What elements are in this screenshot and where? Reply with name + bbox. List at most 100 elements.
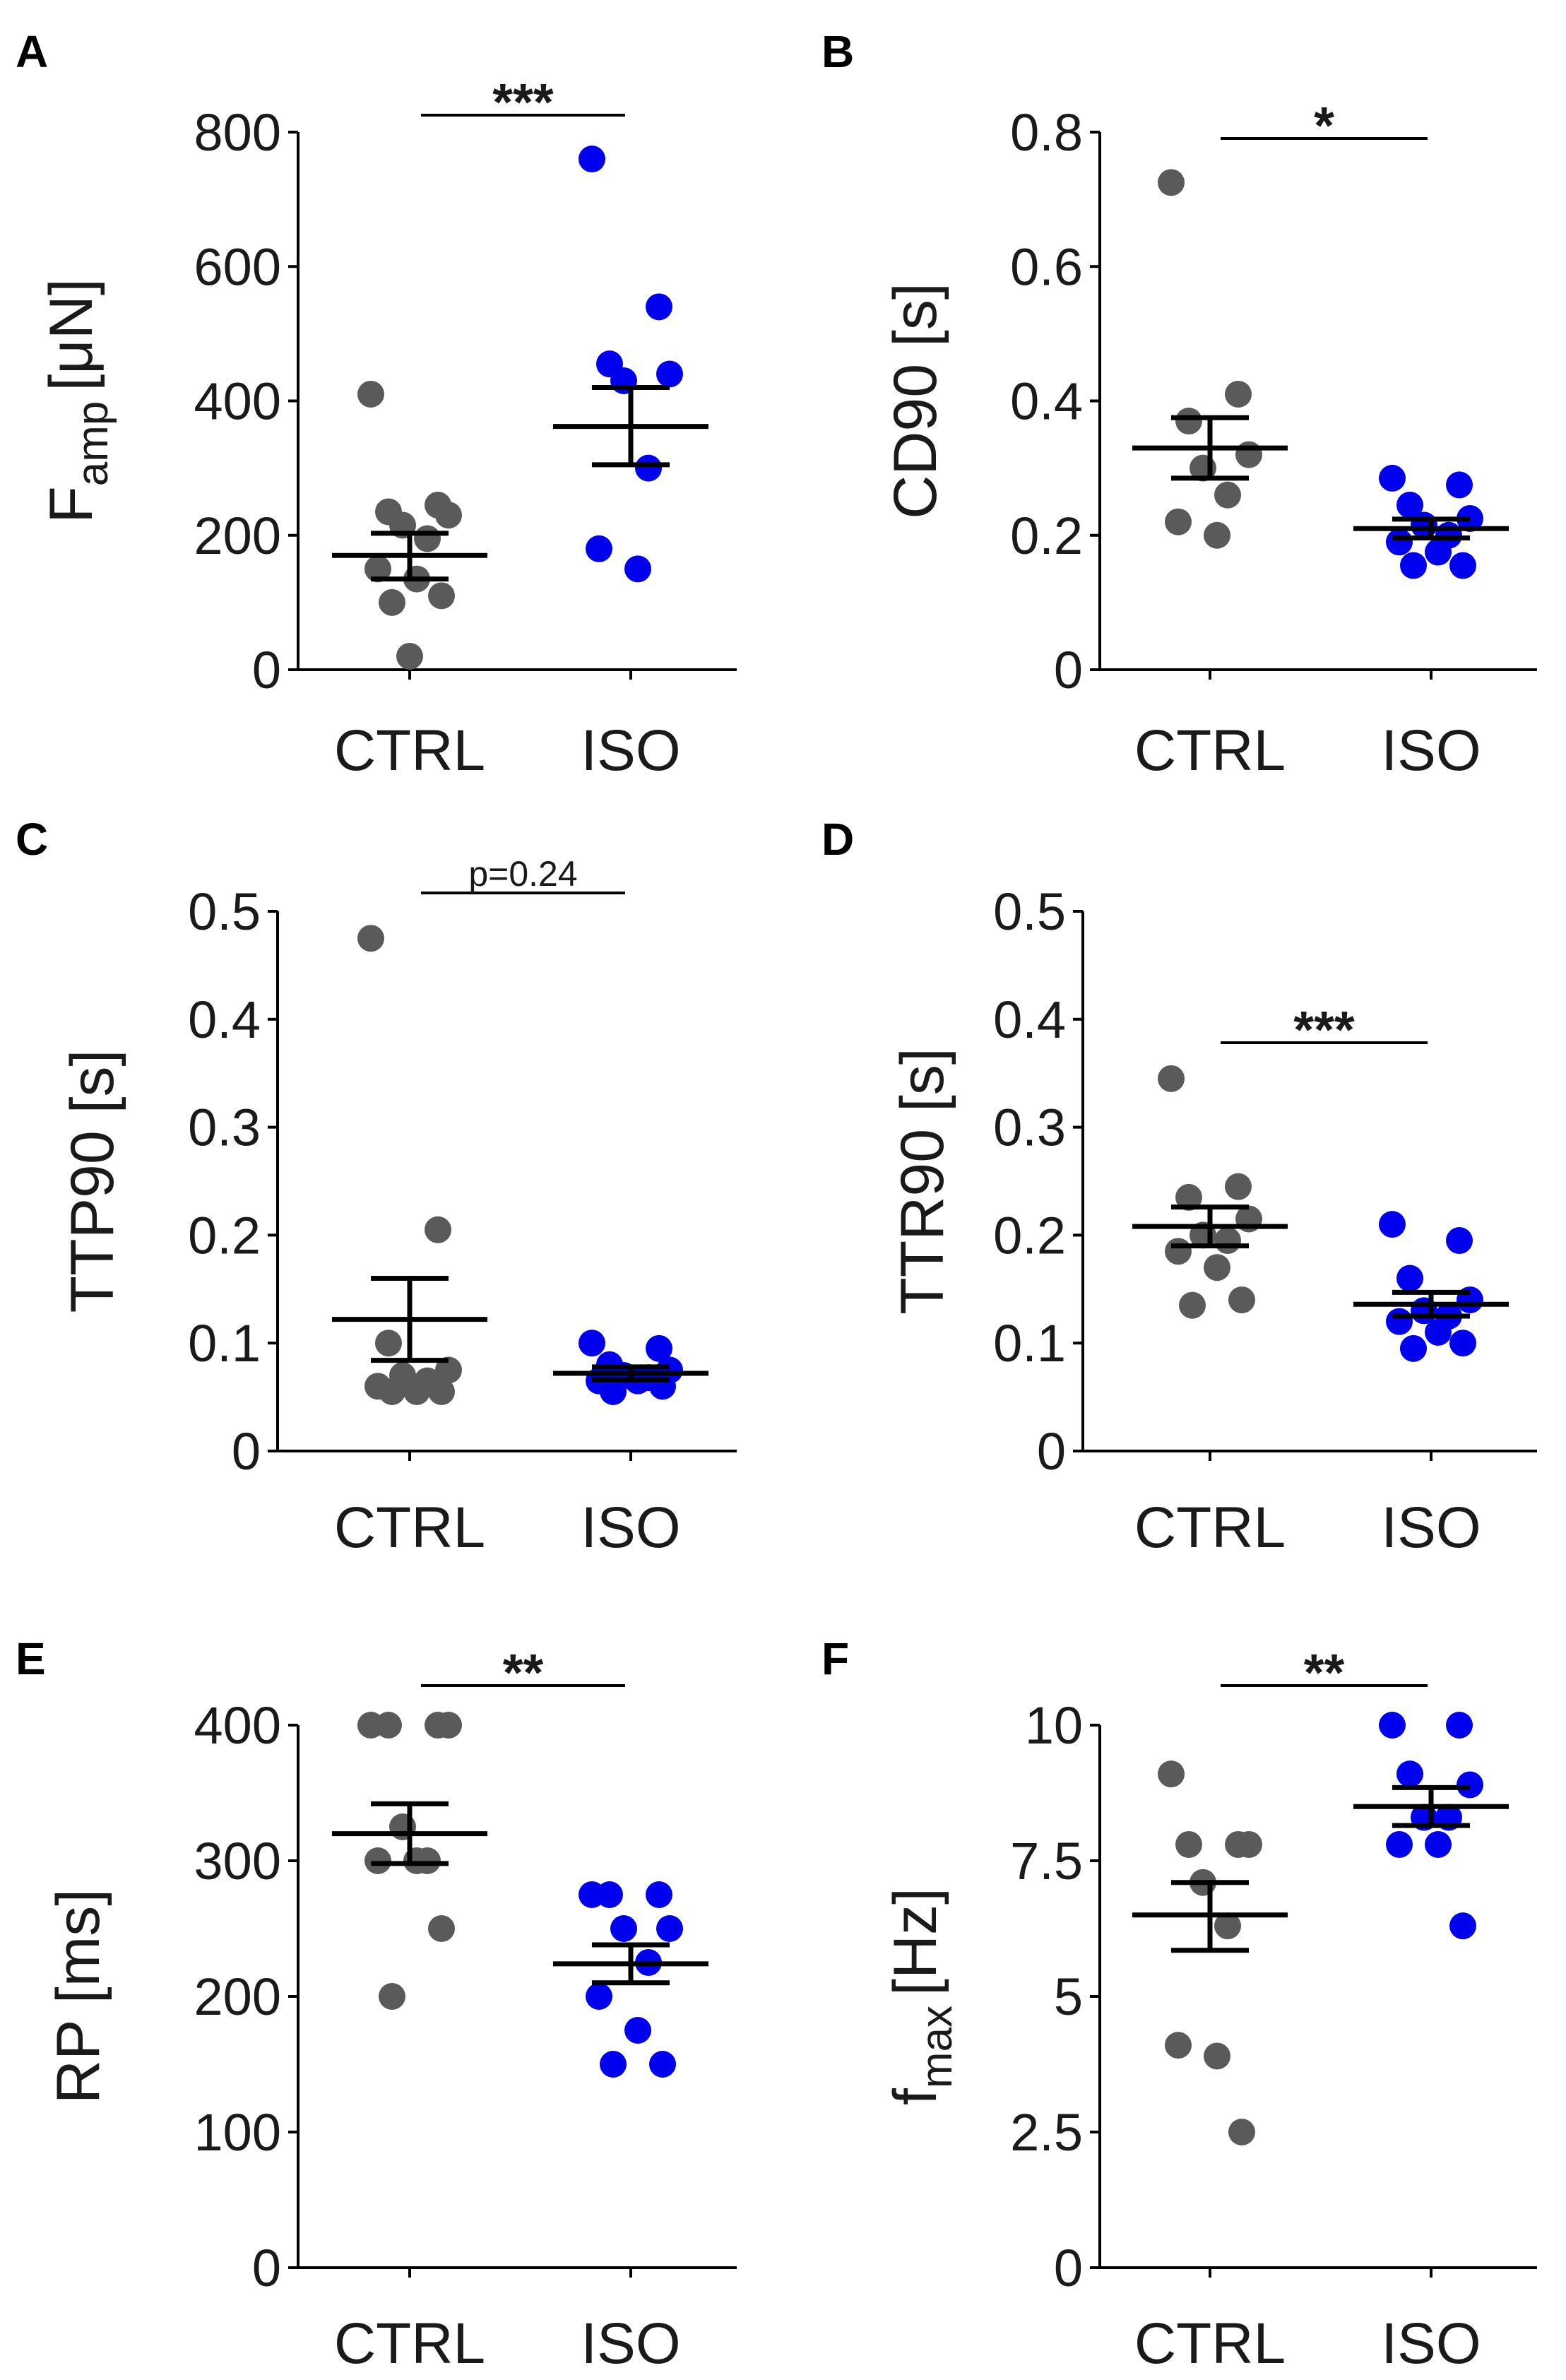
data-point [1175,1830,1202,1858]
y-tick-label: 0.4 [188,990,261,1049]
significance-label: *** [492,73,554,131]
data-point [596,1881,623,1908]
y-tick-label: 10 [1025,1696,1083,1755]
series-iso [1353,1211,1509,1362]
series-ctrl [332,380,487,670]
y-axis-title: fmax [Hz] [882,1888,961,2105]
data-point [649,1373,676,1400]
y-axis-title-main: F [37,486,105,523]
category-label: CTRL [1134,718,1286,783]
series-ctrl [1132,1760,1288,2145]
data-point [610,1915,637,1942]
data-point [586,535,612,562]
data-point [357,925,384,952]
data-point [1228,2119,1255,2145]
y-tick-label: 0.5 [188,882,261,941]
data-point [1204,521,1230,549]
panel-letter: D [821,814,854,865]
data-point [1400,1334,1427,1362]
data-point [600,1378,627,1405]
y-tick-label: 0 [1054,641,1083,699]
y-tick-label: 0.5 [993,882,1066,941]
data-point [1449,1330,1476,1357]
y-tick-label: 0.1 [188,1314,261,1373]
series-iso [1353,464,1509,579]
data-point [435,1712,462,1739]
data-point [379,588,405,616]
y-axis-title-main: f [882,2088,949,2105]
data-point [1396,491,1423,519]
data-point [646,1334,672,1362]
category-label: ISO [581,2311,680,2376]
y-axis-title-sub: amp [69,401,117,487]
y-tick-label: 400 [194,1696,281,1755]
data-point [649,2051,676,2078]
data-point [1396,1760,1423,1788]
data-point [624,555,651,583]
series-ctrl [332,1712,487,2010]
category-label: ISO [1381,718,1481,783]
data-point [1449,552,1476,579]
data-point [1179,1291,1206,1319]
data-point [1449,1912,1476,1940]
data-point [1225,1173,1252,1200]
y-tick-label: 0 [1054,2239,1083,2297]
data-point [1235,441,1262,468]
data-point [414,525,441,552]
panel-B: B 0 0.2 0.4 0.6 0.8 CTRL ISO CD90 [s] * [821,26,1537,783]
data-point [428,582,455,610]
category-label: ISO [1381,1496,1481,1560]
y-tick-label: 200 [194,507,281,565]
data-point [425,1216,451,1243]
data-point [600,2051,627,2078]
data-point [624,2017,651,2044]
data-point [646,1881,672,1908]
data-point [1204,2042,1230,2070]
y-tick-label: 400 [194,372,281,431]
y-axis-title: TTP90 [s] [59,1050,126,1313]
data-point [1158,1065,1185,1092]
y-tick-label: 0 [232,1422,261,1481]
data-point [1386,1830,1413,1858]
y-axis-title-main: RP [ms] [45,1889,112,2104]
data-point [1158,169,1185,196]
y-axis-title-main: TTR90 [s] [889,1048,956,1315]
data-point [1165,2032,1192,2059]
panel-letter: A [16,26,48,77]
data-point [1379,1712,1406,1739]
y-tick-label: 0.2 [1010,507,1083,565]
series-iso [553,1881,708,2078]
y-tick-label: 0.6 [1010,237,1083,296]
data-point [586,1983,612,2010]
category-label: CTRL [1134,1496,1286,1560]
series-ctrl [332,925,487,1405]
data-point [1425,1830,1452,1858]
y-tick-label: 200 [194,1967,281,2026]
data-point [1379,464,1406,492]
data-point [1386,528,1413,556]
data-point [403,1378,430,1405]
data-point [375,1712,402,1739]
data-point [1214,481,1241,509]
data-point [1228,1286,1255,1314]
category-label: CTRL [334,1496,485,1560]
data-point [1214,1912,1241,1940]
panel-E: E 0 100 200 300 400 CTRL ISO RP [ms] ** [16,1633,737,2376]
y-tick-label: 0.3 [188,1099,261,1157]
data-point [635,454,662,482]
significance-label: p=0.24 [468,854,577,894]
panel-A: A 0 200 400 600 800 CTRL ISO Famp [μN] *** [16,26,737,783]
category-label: CTRL [1134,2311,1286,2376]
category-label: ISO [581,718,680,783]
data-point [1225,380,1252,408]
data-point [379,1983,405,2010]
data-point [435,502,462,529]
data-point [375,1330,402,1357]
y-axis-title: CD90 [s] [882,283,949,519]
y-axis-title-sub: max [913,2006,961,2088]
y-axis-title: RP [ms] [45,1889,112,2104]
data-point [656,360,683,388]
y-tick-label: 0.4 [993,990,1066,1049]
panel-letter: B [821,26,854,77]
